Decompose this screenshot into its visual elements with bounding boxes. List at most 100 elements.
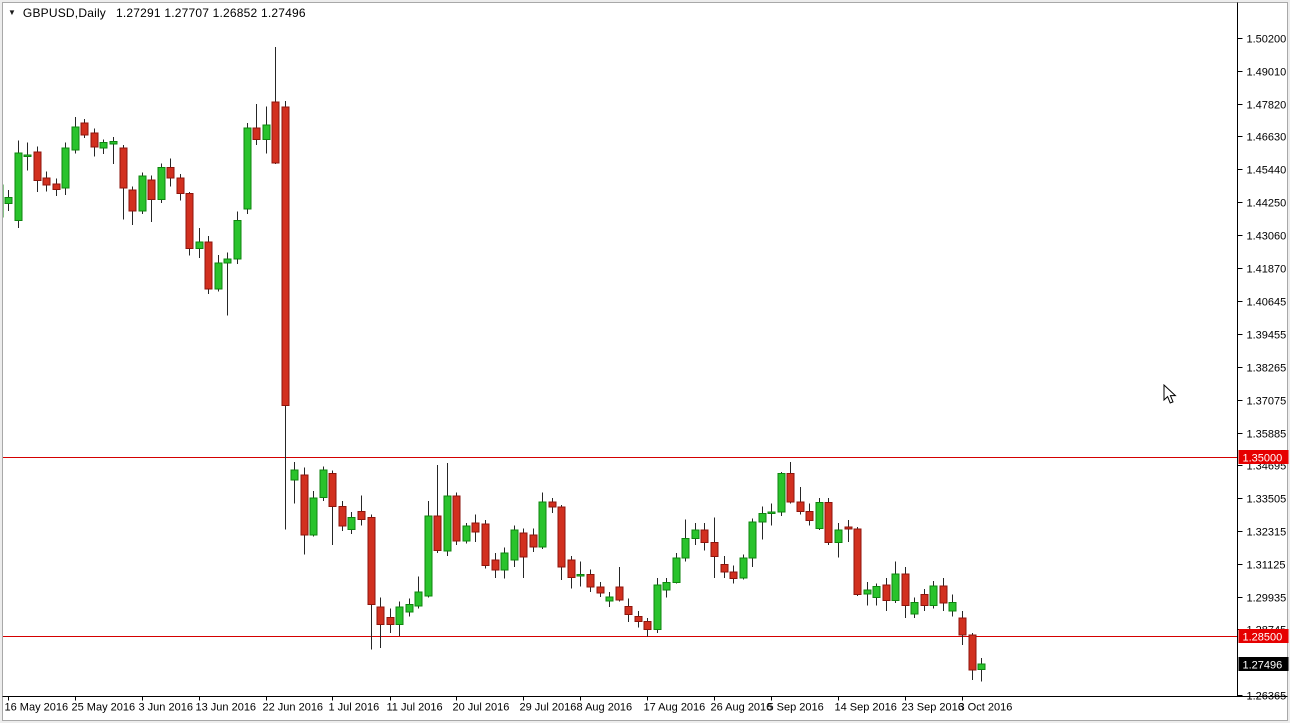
candle[interactable] [672, 553, 681, 584]
candle[interactable] [576, 561, 585, 587]
candle[interactable] [948, 594, 957, 617]
candle[interactable] [538, 492, 547, 550]
candle[interactable] [815, 498, 824, 530]
candle[interactable] [920, 589, 929, 612]
candle[interactable] [452, 492, 461, 545]
candle[interactable] [605, 591, 614, 607]
candle[interactable] [376, 597, 385, 648]
candle[interactable] [395, 601, 404, 636]
candle[interactable] [844, 520, 853, 543]
candle[interactable] [157, 163, 166, 204]
candle[interactable] [338, 500, 347, 531]
candle[interactable] [119, 145, 128, 220]
candle[interactable] [500, 547, 509, 579]
candle[interactable] [252, 103, 261, 146]
candle[interactable] [281, 101, 290, 530]
candle[interactable] [681, 519, 690, 562]
candle[interactable] [567, 555, 576, 589]
candle[interactable] [99, 139, 108, 154]
candle[interactable] [386, 608, 395, 634]
candle[interactable] [243, 122, 252, 214]
candle[interactable] [233, 211, 242, 264]
candle[interactable] [700, 522, 709, 551]
candle[interactable] [891, 561, 900, 603]
candle[interactable] [958, 611, 967, 645]
candle[interactable] [777, 471, 786, 516]
candle[interactable] [691, 522, 700, 545]
candle[interactable] [128, 186, 137, 226]
candle[interactable] [223, 252, 232, 316]
candle[interactable] [462, 522, 471, 544]
candle[interactable] [643, 618, 652, 637]
candle[interactable] [596, 582, 605, 597]
candle[interactable] [634, 611, 643, 628]
candle[interactable] [805, 503, 814, 526]
candle[interactable] [872, 583, 881, 606]
candle[interactable] [529, 528, 538, 552]
candle[interactable] [491, 553, 500, 578]
candle[interactable] [662, 578, 671, 598]
candle[interactable] [739, 554, 748, 580]
candle[interactable] [319, 466, 328, 501]
candle[interactable] [977, 658, 986, 682]
chevron-down-icon[interactable]: ▼ [8, 8, 16, 17]
candle[interactable] [767, 503, 776, 526]
candle[interactable] [853, 527, 862, 596]
candle[interactable] [33, 146, 42, 193]
candle[interactable] [176, 174, 185, 201]
candle[interactable] [443, 463, 452, 556]
candle[interactable] [786, 462, 795, 504]
candle[interactable] [720, 555, 729, 578]
candle[interactable] [271, 47, 280, 165]
candle[interactable] [71, 116, 80, 154]
candle[interactable] [52, 178, 61, 197]
candle[interactable] [195, 227, 204, 259]
candle[interactable] [109, 137, 118, 165]
candle[interactable] [586, 569, 595, 592]
candle[interactable] [90, 128, 99, 157]
candle[interactable] [929, 580, 938, 609]
candle[interactable] [185, 192, 194, 256]
candle[interactable] [424, 500, 433, 598]
candle[interactable] [309, 491, 318, 537]
candle[interactable] [347, 511, 356, 534]
candle[interactable] [80, 119, 89, 139]
plot-area[interactable] [0, 47, 1238, 682]
candle[interactable] [290, 461, 299, 504]
candle[interactable] [901, 567, 910, 618]
candle[interactable] [214, 255, 223, 292]
candle[interactable] [357, 495, 366, 526]
candle[interactable] [710, 517, 719, 578]
candle[interactable] [481, 520, 490, 569]
candle[interactable] [405, 598, 414, 617]
candle[interactable] [939, 578, 948, 612]
candle[interactable] [42, 171, 51, 192]
candle[interactable] [166, 158, 175, 187]
candle[interactable] [14, 140, 23, 229]
candle[interactable] [262, 106, 271, 154]
candle[interactable] [23, 142, 32, 171]
candle[interactable] [729, 565, 738, 584]
candle[interactable] [328, 470, 337, 545]
candle[interactable] [968, 633, 977, 680]
candle[interactable] [615, 567, 624, 602]
candle[interactable] [748, 518, 757, 567]
candle[interactable] [548, 498, 557, 514]
candle[interactable] [300, 467, 309, 555]
candle[interactable] [471, 514, 480, 543]
candle[interactable] [796, 487, 805, 515]
candle[interactable] [519, 528, 528, 578]
candle[interactable] [624, 598, 633, 623]
candle[interactable] [204, 236, 213, 295]
candle[interactable] [414, 576, 423, 609]
candle[interactable] [4, 190, 13, 211]
candle[interactable] [834, 522, 843, 558]
candle[interactable] [824, 498, 833, 545]
candle[interactable] [147, 175, 156, 223]
candle[interactable] [557, 504, 566, 580]
candle[interactable] [510, 525, 519, 567]
candle[interactable] [910, 597, 919, 618]
candle[interactable] [367, 514, 376, 650]
candle[interactable] [653, 578, 662, 634]
